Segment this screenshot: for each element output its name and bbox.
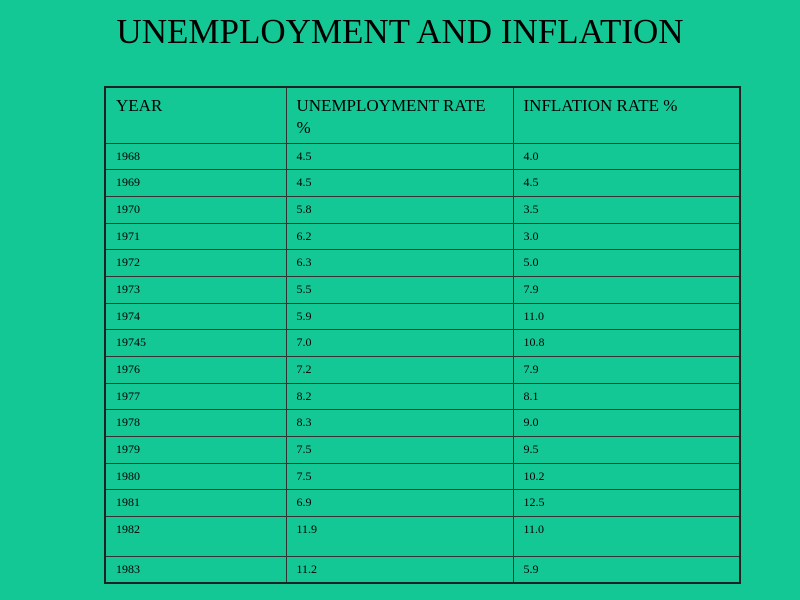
table-cell: 5.5 <box>285 275 514 304</box>
table-cell: 6.9 <box>285 489 514 518</box>
table-cell: 7.2 <box>285 356 514 384</box>
table-cell: 5.0 <box>512 249 741 277</box>
table-cell: 10.8 <box>512 329 741 357</box>
table-cell: 11.0 <box>512 516 741 558</box>
table-cell: 1970 <box>104 195 287 224</box>
table-cell: 1980 <box>104 462 287 491</box>
table-cell: 6.2 <box>285 222 514 251</box>
table-cell: 3.5 <box>512 195 741 224</box>
table-cell: 12.5 <box>512 489 741 518</box>
table-row: 1968 4.5 4.0 <box>104 142 741 171</box>
table-cell: 7.9 <box>512 356 741 384</box>
table-row: 1982 11.9 11.0 <box>104 516 741 558</box>
table-cell: 1983 <box>104 556 287 584</box>
table-cell: 1974 <box>104 302 287 331</box>
table-cell: 19745 <box>104 329 287 357</box>
data-table: YEAR UNEMPLOYMENT RATE % INFLATION RATE % … <box>104 86 741 585</box>
table-row: 1973 5.5 7.9 <box>104 275 741 304</box>
table-cell: 8.2 <box>285 382 514 411</box>
table-cell: 4.5 <box>285 142 514 171</box>
table-row: 19745 7.0 10.8 <box>104 329 741 357</box>
table-cell: 9.0 <box>512 409 741 438</box>
table-row: 1977 8.2 8.1 <box>104 382 741 411</box>
table-row: 1974 5.9 11.0 <box>104 302 741 331</box>
table-cell: 11.0 <box>512 302 741 331</box>
table-row: 1971 6.2 3.0 <box>104 222 741 251</box>
table-cell: 1978 <box>104 409 287 438</box>
table-cell: 10.2 <box>512 462 741 491</box>
table-cell: 1972 <box>104 249 287 277</box>
table-cell: 7.9 <box>512 275 741 304</box>
table-row: 1969 4.5 4.5 <box>104 169 741 197</box>
table-row: 1976 7.2 7.9 <box>104 356 741 384</box>
table-cell: 5.8 <box>285 195 514 224</box>
table-row: 1978 8.3 9.0 <box>104 409 741 438</box>
table-row: 1980 7.5 10.2 <box>104 462 741 491</box>
table-cell: 7.0 <box>285 329 514 357</box>
table-cell: 4.0 <box>512 142 741 171</box>
table-cell: 3.0 <box>512 222 741 251</box>
table-cell: 1973 <box>104 275 287 304</box>
table-cell: 7.5 <box>285 436 514 464</box>
table-cell: 5.9 <box>512 556 741 584</box>
table-cell: 1968 <box>104 142 287 171</box>
table-cell: 1976 <box>104 356 287 384</box>
header-cell: UNEMPLOYMENT RATE % <box>285 86 514 144</box>
table-row: 1979 7.5 9.5 <box>104 436 741 464</box>
header-cell: YEAR <box>104 86 287 144</box>
table-cell: 9.5 <box>512 436 741 464</box>
table-cell: 5.9 <box>285 302 514 331</box>
table-row: 1972 6.3 5.0 <box>104 249 741 277</box>
table-cell: 11.9 <box>285 516 514 558</box>
slide-title: UNEMPLOYMENT AND INFLATION <box>116 12 684 51</box>
table-cell: 1971 <box>104 222 287 251</box>
header-row: YEAR UNEMPLOYMENT RATE % INFLATION RATE % <box>104 86 741 144</box>
table-cell: 1969 <box>104 169 287 197</box>
table-cell: 8.1 <box>512 382 741 411</box>
table-row: 1970 5.8 3.5 <box>104 195 741 224</box>
table-cell: 1982 <box>104 516 287 558</box>
table-cell: 1981 <box>104 489 287 518</box>
header-cell: INFLATION RATE % <box>512 86 741 144</box>
table-cell: 4.5 <box>512 169 741 197</box>
table-cell: 6.3 <box>285 249 514 277</box>
table-cell: 1979 <box>104 436 287 464</box>
table-cell: 8.3 <box>285 409 514 438</box>
table-cell: 7.5 <box>285 462 514 491</box>
table-body: 1968 4.5 4.0 1969 4.5 4.5 1970 5.8 3.5 1971 6.2 3.0… <box>104 142 741 584</box>
table-cell: 4.5 <box>285 169 514 197</box>
table-cell: 11.2 <box>285 556 514 584</box>
table-row: 1983 11.2 5.9 <box>104 556 741 584</box>
table-row: 1981 6.9 12.5 <box>104 489 741 518</box>
table-cell: 1977 <box>104 382 287 411</box>
